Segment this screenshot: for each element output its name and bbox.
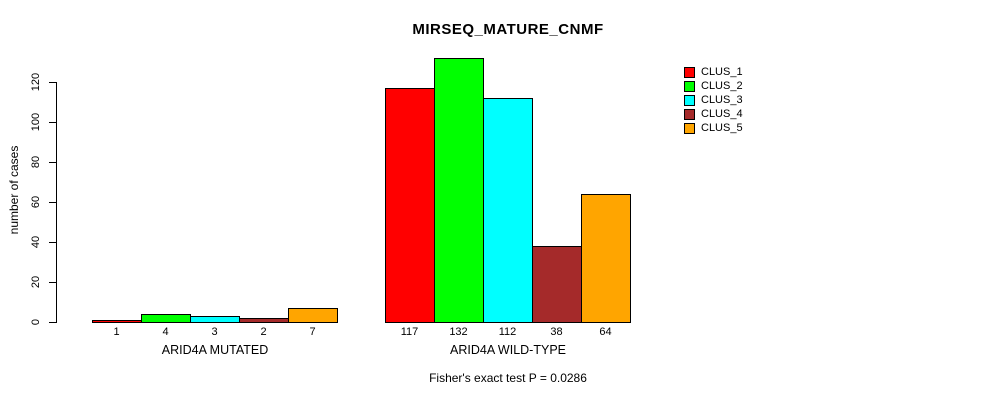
legend-swatch (684, 80, 695, 92)
annotation-text: Fisher's exact test P = 0.0286 (429, 371, 587, 385)
bar-value-label: 7 (309, 326, 316, 338)
bar-clus_5 (288, 308, 338, 323)
legend-item-clus_4: CLUS_4 (684, 107, 743, 121)
bar-value-label: 38 (550, 326, 563, 338)
legend-item-clus_2: CLUS_2 (684, 79, 743, 93)
legend-label: CLUS_2 (701, 80, 743, 92)
chart-title: MIRSEQ_MATURE_CNMF (412, 21, 604, 38)
y-tick-mark (49, 122, 56, 123)
legend-swatch (684, 66, 695, 78)
legend-item-clus_3: CLUS_3 (684, 93, 743, 107)
legend-item-clus_5: CLUS_5 (684, 121, 743, 135)
y-tick-mark (49, 242, 56, 243)
legend-label: CLUS_5 (701, 122, 743, 134)
y-tick-mark (49, 202, 56, 203)
bar-clus_2 (141, 314, 191, 323)
legend-label: CLUS_3 (701, 94, 743, 106)
legend-swatch (684, 94, 695, 106)
y-tick-mark (49, 282, 56, 283)
bar-value-label: 1 (113, 326, 120, 338)
legend-swatch (684, 122, 695, 134)
bar-clus_4 (532, 246, 582, 323)
legend-item-clus_1: CLUS_1 (684, 65, 743, 79)
group-label-arid4a-mutated: ARID4A MUTATED (161, 343, 269, 357)
group-label-arid4a-wild-type: ARID4A WILD-TYPE (450, 343, 566, 357)
bar-value-label: 64 (599, 326, 612, 338)
y-axis-label: number of cases (7, 145, 21, 235)
bar-clus_2 (434, 58, 484, 323)
bar-clus_1 (385, 88, 435, 323)
y-tick-mark (49, 82, 56, 83)
bar-value-label: 3 (211, 326, 218, 338)
y-axis-line (56, 82, 57, 323)
bar-value-label: 2 (260, 326, 267, 338)
bar-clus_3 (190, 316, 240, 323)
legend-swatch (684, 108, 695, 120)
bar-clus_5 (581, 194, 631, 323)
y-tick-mark (49, 162, 56, 163)
legend-label: CLUS_4 (701, 108, 743, 120)
y-tick-mark (49, 322, 56, 323)
bar-value-label: 112 (498, 326, 517, 338)
legend: CLUS_1 CLUS_2 CLUS_3 CLUS_4 CLUS_5 (684, 65, 743, 135)
legend-label: CLUS_1 (701, 66, 743, 78)
bar-value-label: 132 (449, 326, 468, 338)
bar-value-label: 117 (400, 326, 419, 338)
y-tick-label: 120 (30, 72, 42, 92)
bar-clus_4 (239, 318, 289, 323)
bar-clus_3 (483, 98, 533, 323)
bar-clus_1 (92, 320, 142, 323)
bar-value-label: 4 (162, 326, 169, 338)
